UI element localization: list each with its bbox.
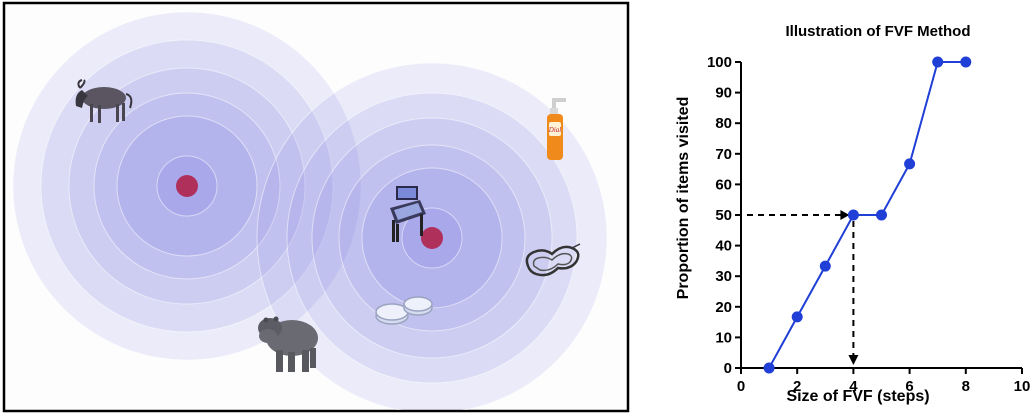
data-points <box>763 56 972 374</box>
data-point <box>960 56 972 68</box>
y-tick-label: 50 <box>715 207 732 224</box>
race-track-icon <box>525 243 581 277</box>
x-tick-label: 6 <box>905 378 913 395</box>
y-tick-label: 100 <box>707 54 732 71</box>
y-tick-label: 60 <box>715 176 732 193</box>
y-tick-label: 10 <box>715 329 732 346</box>
pinball-machine-icon <box>390 186 426 242</box>
y-axis-title: Proportion of items visited <box>675 97 692 300</box>
chart-title: Illustration of FVF Method <box>786 23 971 40</box>
y-tick-label: 0 <box>724 360 732 377</box>
focus-dot-right <box>421 227 443 249</box>
y-tick-label: 30 <box>715 268 732 285</box>
x-tick-label: 4 <box>849 378 858 395</box>
y-axis: 0 10 20 30 40 50 60 70 80 90 100 <box>707 54 741 377</box>
soap-bottle-icon: Dial <box>547 98 566 160</box>
y-tick-label: 80 <box>715 115 732 132</box>
data-point <box>819 260 831 272</box>
fvf-illustration: Dial <box>2 1 630 413</box>
y-tick-label: 40 <box>715 238 732 255</box>
annotation-arrows <box>747 210 859 365</box>
soap-label: Dial <box>548 126 562 134</box>
x-axis-title: Size of FVF (steps) <box>786 388 929 405</box>
arrowhead-right-icon <box>840 210 850 220</box>
y-tick-label: 90 <box>715 85 732 102</box>
x-tick-label: 0 <box>737 378 745 395</box>
series-line <box>768 61 966 369</box>
y-tick-label: 20 <box>715 299 732 316</box>
data-point <box>876 209 887 221</box>
data-point <box>932 56 944 68</box>
data-point <box>847 209 859 221</box>
wildebeest-icon <box>75 79 133 123</box>
petri-dishes-icon <box>375 296 433 325</box>
y-tick-label: 70 <box>715 146 732 163</box>
data-point <box>763 362 775 374</box>
arrowhead-down-icon <box>848 355 859 365</box>
data-point <box>791 311 803 323</box>
x-axis: 0 2 4 6 8 10 <box>737 368 1031 395</box>
focus-dot-left <box>176 175 198 197</box>
hippo-icon <box>258 316 318 372</box>
fvf-chart: Illustration of FVF Method 0102030405060… <box>675 23 1031 405</box>
x-tick-label: 10 <box>1014 378 1031 395</box>
ring-set-right <box>256 62 608 410</box>
data-point <box>904 158 916 170</box>
x-tick-label: 2 <box>793 378 801 395</box>
x-tick-label: 8 <box>962 378 970 395</box>
